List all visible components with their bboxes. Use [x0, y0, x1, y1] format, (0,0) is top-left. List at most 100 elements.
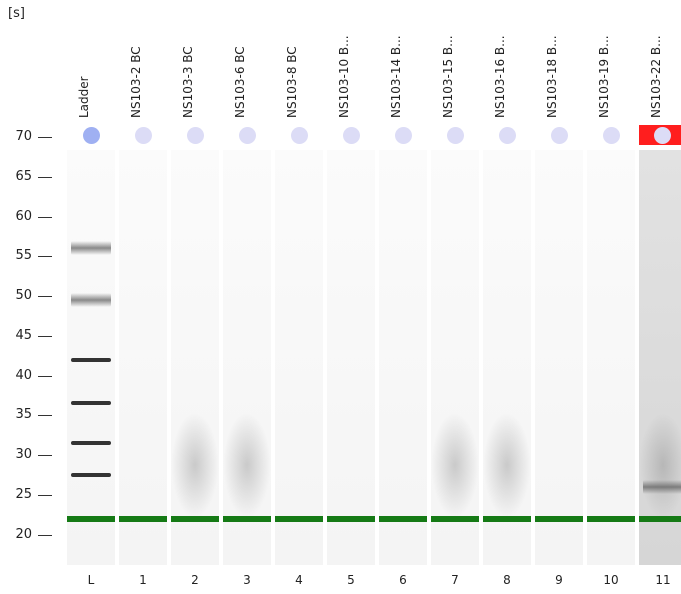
sample-name: NS103-18 B... — [545, 35, 559, 118]
gel-lane[interactable] — [275, 150, 323, 565]
lane-smear — [639, 390, 681, 540]
sample-name: NS103-16 B... — [493, 35, 507, 118]
unit-label: [s] — [8, 6, 25, 21]
sample-name: NS103-6 BC — [233, 46, 247, 118]
marker-band — [379, 515, 427, 522]
y-tick: 30 — [0, 448, 52, 462]
lane-number: 9 — [555, 573, 563, 587]
lane-status-icon[interactable] — [239, 127, 256, 144]
y-tick-mark — [38, 534, 52, 536]
sample-name: NS103-10 B... — [337, 35, 351, 118]
lane-status-icon[interactable] — [603, 127, 620, 144]
y-tick-mark — [38, 455, 52, 456]
lane-status-icon[interactable] — [83, 127, 100, 144]
y-tick-label: 55 — [15, 248, 32, 264]
y-tick-mark — [38, 216, 52, 218]
y-tick: 70 — [0, 130, 52, 144]
y-tick-mark — [38, 296, 52, 297]
gel-band — [643, 479, 681, 494]
marker-band — [483, 515, 531, 522]
warning-flag-icon[interactable] — [639, 125, 681, 145]
sample-name: NS103-22 B... — [649, 35, 663, 118]
gel-lane[interactable] — [431, 150, 479, 565]
lane-status-icon — [654, 127, 671, 144]
lane-status-icon[interactable] — [343, 127, 360, 144]
y-tick: 65 — [0, 169, 52, 184]
y-tick: 55 — [0, 249, 52, 263]
y-tick-label: 35 — [15, 407, 32, 423]
marker-band — [223, 515, 271, 522]
marker-band — [587, 515, 635, 522]
y-tick: 25 — [0, 486, 52, 502]
y-tick-label: 45 — [15, 327, 32, 343]
lane-number: 7 — [451, 573, 459, 587]
lane-number: 1 — [139, 573, 147, 587]
gel-lane[interactable] — [639, 150, 681, 565]
gel-band — [71, 441, 111, 446]
lane-status-icon[interactable] — [291, 127, 308, 144]
gel-lane[interactable] — [119, 150, 167, 565]
marker-band — [67, 515, 115, 522]
gel-lane[interactable] — [67, 150, 115, 565]
y-tick-label: 30 — [15, 447, 32, 462]
sample-name: NS103-14 B... — [389, 35, 403, 118]
gel-lane[interactable] — [483, 150, 531, 565]
gel-band — [71, 472, 111, 477]
gel-band — [71, 357, 111, 362]
y-tick-label: 20 — [15, 526, 32, 542]
lane-status-icon[interactable] — [499, 127, 516, 144]
lane-status-icon[interactable] — [187, 127, 204, 144]
gel-band — [71, 401, 111, 406]
lane-smear — [483, 390, 531, 540]
lane-number: 8 — [503, 573, 511, 587]
lane-status-icon[interactable] — [447, 127, 464, 144]
y-tick-label: 60 — [15, 208, 32, 224]
lane-number: 3 — [243, 573, 251, 587]
gel-band — [71, 292, 111, 307]
y-tick: 45 — [0, 327, 52, 343]
lane-smear — [431, 390, 479, 540]
lane-number: 2 — [191, 573, 199, 587]
lane-status-icon[interactable] — [551, 127, 568, 144]
lane-number: L — [87, 573, 95, 587]
y-tick-label: 70 — [15, 129, 32, 144]
gel-lane[interactable] — [535, 150, 583, 565]
lane-number: 5 — [347, 573, 355, 587]
marker-band — [171, 515, 219, 522]
y-tick: 50 — [0, 289, 52, 303]
gel-lane[interactable] — [327, 150, 375, 565]
y-tick: 60 — [0, 208, 52, 224]
marker-band — [431, 515, 479, 522]
y-tick: 40 — [0, 368, 52, 383]
sample-name: NS103-15 B... — [441, 35, 455, 118]
y-tick-mark — [38, 137, 52, 138]
lane-number: 4 — [295, 573, 303, 587]
sample-name: NS103-2 BC — [129, 46, 143, 118]
lane-number: 10 — [603, 573, 619, 587]
y-tick-mark — [38, 176, 52, 178]
marker-band — [639, 515, 681, 522]
y-tick: 35 — [0, 408, 52, 422]
gel-lane[interactable] — [587, 150, 635, 565]
gel-lane[interactable] — [223, 150, 271, 565]
sample-name: NS103-3 BC — [181, 46, 195, 118]
lane-status-icon[interactable] — [135, 127, 152, 144]
lane-number: 6 — [399, 573, 407, 587]
sample-name: NS103-8 BC — [285, 46, 299, 118]
y-tick-mark — [38, 335, 52, 337]
gel-lane[interactable] — [171, 150, 219, 565]
sample-name: NS103-19 B... — [597, 35, 611, 118]
lane-smear — [223, 390, 271, 540]
gel-band — [71, 241, 111, 256]
marker-band — [119, 515, 167, 522]
sample-name: Ladder — [77, 76, 91, 118]
y-tick-label: 25 — [15, 486, 32, 502]
y-tick: 20 — [0, 526, 52, 542]
marker-band — [535, 515, 583, 522]
lane-status-icon[interactable] — [395, 127, 412, 144]
y-tick-mark — [38, 494, 52, 496]
y-tick-mark — [38, 375, 52, 377]
gel-lane[interactable] — [379, 150, 427, 565]
marker-band — [327, 515, 375, 522]
lane-smear — [171, 390, 219, 540]
